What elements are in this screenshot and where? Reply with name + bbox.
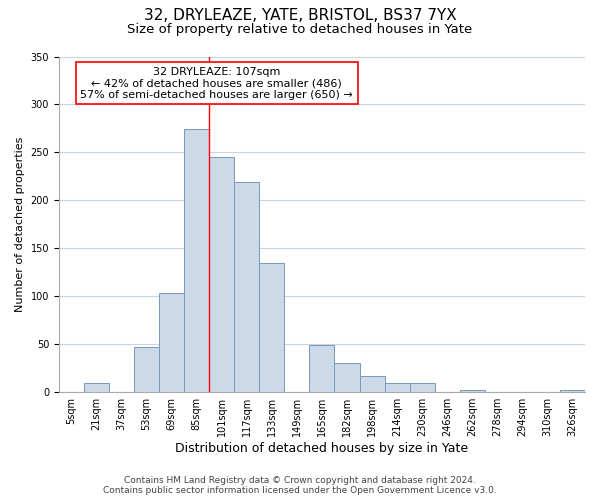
Bar	[385, 382, 410, 392]
Text: Contains HM Land Registry data © Crown copyright and database right 2024.
Contai: Contains HM Land Registry data © Crown c…	[103, 476, 497, 495]
Bar	[310, 345, 334, 392]
Bar	[84, 382, 109, 392]
Bar	[334, 364, 359, 392]
Bar	[259, 262, 284, 392]
Bar	[410, 382, 434, 392]
Bar	[209, 157, 234, 392]
Bar	[234, 182, 259, 392]
Bar	[184, 130, 209, 392]
Bar	[359, 376, 385, 392]
Y-axis label: Number of detached properties: Number of detached properties	[15, 136, 25, 312]
X-axis label: Distribution of detached houses by size in Yate: Distribution of detached houses by size …	[175, 442, 469, 455]
Bar	[560, 390, 585, 392]
Bar	[159, 294, 184, 392]
Bar	[460, 390, 485, 392]
Text: 32, DRYLEAZE, YATE, BRISTOL, BS37 7YX: 32, DRYLEAZE, YATE, BRISTOL, BS37 7YX	[143, 8, 457, 22]
Text: 32 DRYLEAZE: 107sqm
← 42% of detached houses are smaller (486)
57% of semi-detac: 32 DRYLEAZE: 107sqm ← 42% of detached ho…	[80, 66, 353, 100]
Bar	[134, 347, 159, 392]
Text: Size of property relative to detached houses in Yate: Size of property relative to detached ho…	[127, 22, 473, 36]
